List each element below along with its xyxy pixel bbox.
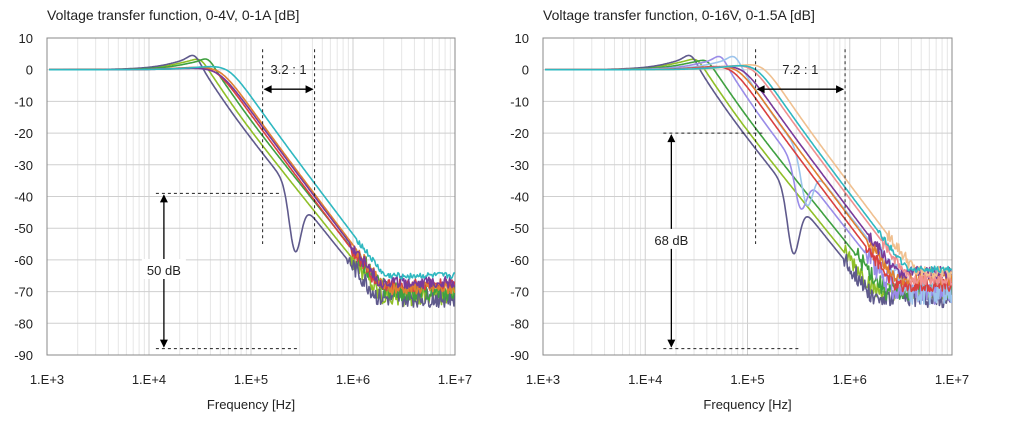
plot-frame: [542, 37, 953, 356]
annotations: 3.2 : 1 50 dB: [141, 49, 316, 350]
x-tick-label: 1.E+6: [833, 372, 867, 387]
y-tick-label: -60: [14, 253, 33, 268]
y-tick-label: 10: [19, 31, 33, 46]
y-tick-label: -30: [510, 158, 529, 173]
plot-frame: [46, 37, 456, 356]
y-tick-label: -50: [510, 221, 529, 236]
y-tick-label: -50: [14, 221, 33, 236]
x-tick-label: 1.E+7: [935, 372, 969, 387]
span-arrow-head-top: [159, 194, 168, 203]
series-group: [49, 54, 455, 309]
y-tick-label: -40: [510, 190, 529, 205]
annotations: 7.2 : 1 68 dB: [649, 49, 846, 350]
chart-1: Voltage transfer function, 0-4V, 0-1A [d…: [14, 7, 472, 412]
span-label-bg: [141, 258, 186, 279]
y-tick-label: 0: [522, 63, 529, 78]
y-tick-label: -30: [14, 158, 33, 173]
chart-2: Voltage transfer function, 0-16V, 0-1.5A…: [510, 7, 969, 412]
span-arrow-head-bottom: [159, 339, 168, 348]
x-tick-label: 1.E+3: [30, 372, 64, 387]
y-tick-label: -90: [510, 348, 529, 363]
y-tick-label: 0: [26, 63, 33, 78]
series-line-3: [49, 58, 455, 302]
x-tick-label: 1.E+6: [336, 372, 370, 387]
x-tick-label: 1.E+4: [132, 372, 166, 387]
ratio-arrow-head-right: [305, 85, 314, 94]
x-tick-label: 1.E+7: [438, 372, 472, 387]
x-tick-label: 1.E+4: [628, 372, 662, 387]
ratio-arrow-head-left: [263, 85, 272, 94]
y-tick-label: -60: [510, 253, 529, 268]
x-tick-label: 1.E+3: [526, 372, 560, 387]
ratio-label: 7.2 : 1: [782, 62, 818, 77]
y-tick-label: -70: [14, 285, 33, 300]
series-line-2: [49, 54, 455, 309]
y-tick-label: -80: [14, 316, 33, 331]
y-tick-label: -20: [14, 126, 33, 141]
x-axis-label: Frequency [Hz]: [207, 397, 295, 412]
x-axis-label: Frequency [Hz]: [703, 397, 791, 412]
y-tick-label: -70: [510, 285, 529, 300]
span-label: 50 dB: [147, 263, 181, 278]
chart-title: Voltage transfer function, 0-16V, 0-1.5A…: [543, 7, 815, 23]
y-tick-label: -40: [14, 190, 33, 205]
span-arrow-head-top: [667, 134, 676, 143]
x-tick-label: 1.E+5: [730, 372, 764, 387]
y-tick-label: -10: [14, 94, 33, 109]
span-label-bg: [649, 228, 694, 249]
series-line-7: [49, 65, 455, 280]
span-arrow-head-bottom: [667, 339, 676, 348]
series-group: [545, 54, 952, 309]
y-tick-label: -10: [510, 94, 529, 109]
span-label: 68 dB: [654, 233, 688, 248]
y-tick-label: 10: [515, 31, 529, 46]
x-tick-label: 1.E+5: [234, 372, 268, 387]
y-tick-label: -80: [510, 316, 529, 331]
series-line-11: [545, 64, 952, 274]
ratio-arrow-head-left: [756, 85, 765, 94]
chart-title: Voltage transfer function, 0-4V, 0-1A [d…: [47, 7, 299, 23]
ratio-arrow-head-right: [836, 85, 845, 94]
y-tick-label: -20: [510, 126, 529, 141]
y-tick-label: -90: [14, 348, 33, 363]
ratio-label: 3.2 : 1: [271, 62, 307, 77]
series-line-1: [49, 58, 455, 307]
